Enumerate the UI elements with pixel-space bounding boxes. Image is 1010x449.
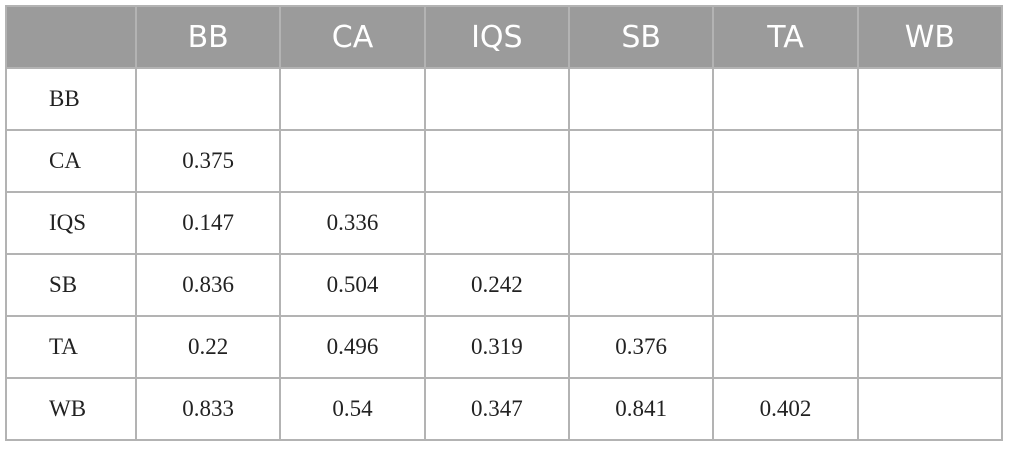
- value-cell: 0.319: [423, 315, 570, 379]
- row-label: BB: [5, 67, 137, 131]
- empty-cell: [423, 191, 570, 255]
- empty-cell: [423, 67, 570, 131]
- empty-cell: [134, 67, 282, 131]
- value-cell: 0.402: [712, 377, 859, 441]
- table-body: BB CA 0.375 IQS 0.147 0.336 SB 0.836 0.504 0.242 T…: [5, 67, 1004, 441]
- empty-cell: [712, 67, 859, 131]
- empty-cell: [856, 129, 1004, 193]
- empty-cell: [567, 129, 715, 193]
- empty-cell: [423, 129, 570, 193]
- empty-cell: [856, 315, 1004, 379]
- column-header: CA: [279, 5, 426, 69]
- empty-cell: [712, 129, 859, 193]
- value-cell: 0.376: [567, 315, 715, 379]
- value-cell: 0.496: [279, 315, 426, 379]
- empty-cell: [279, 67, 426, 131]
- empty-cell: [856, 253, 1004, 317]
- column-header: TA: [712, 5, 859, 69]
- table-row: TA 0.22 0.496 0.319 0.376: [5, 315, 1004, 379]
- value-cell: 0.347: [423, 377, 570, 441]
- value-cell: 0.375: [134, 129, 282, 193]
- row-label: TA: [5, 315, 137, 379]
- empty-cell: [856, 377, 1004, 441]
- empty-cell: [567, 67, 715, 131]
- empty-cell: [567, 253, 715, 317]
- value-cell: 0.54: [279, 377, 426, 441]
- column-header: BB: [134, 5, 282, 69]
- table-row: WB 0.833 0.54 0.347 0.841 0.402: [5, 377, 1004, 441]
- row-label: SB: [5, 253, 137, 317]
- empty-cell: [856, 191, 1004, 255]
- value-cell: 0.147: [134, 191, 282, 255]
- value-cell: 0.242: [423, 253, 570, 317]
- row-label: WB: [5, 377, 137, 441]
- empty-cell: [856, 67, 1004, 131]
- empty-cell: [712, 315, 859, 379]
- row-label: IQS: [5, 191, 137, 255]
- value-cell: 0.22: [134, 315, 282, 379]
- table-row: IQS 0.147 0.336: [5, 191, 1004, 255]
- header-row: BB CA IQS SB TA WB: [5, 5, 1004, 69]
- table-row: BB: [5, 67, 1004, 131]
- column-header: IQS: [423, 5, 570, 69]
- value-cell: 0.841: [567, 377, 715, 441]
- empty-cell: [712, 191, 859, 255]
- value-cell: 0.836: [134, 253, 282, 317]
- corner-cell: [5, 5, 137, 69]
- value-cell: 0.336: [279, 191, 426, 255]
- table-row: SB 0.836 0.504 0.242: [5, 253, 1004, 317]
- table-row: CA 0.375: [5, 129, 1004, 193]
- row-label: CA: [5, 129, 137, 193]
- empty-cell: [567, 191, 715, 255]
- column-header: SB: [567, 5, 715, 69]
- empty-cell: [712, 253, 859, 317]
- matrix-table: BB CA IQS SB TA WB BB CA 0.375 IQS 0.147 0.336 SB 0.…: [5, 5, 1004, 441]
- column-header: WB: [856, 5, 1004, 69]
- empty-cell: [279, 129, 426, 193]
- value-cell: 0.504: [279, 253, 426, 317]
- value-cell: 0.833: [134, 377, 282, 441]
